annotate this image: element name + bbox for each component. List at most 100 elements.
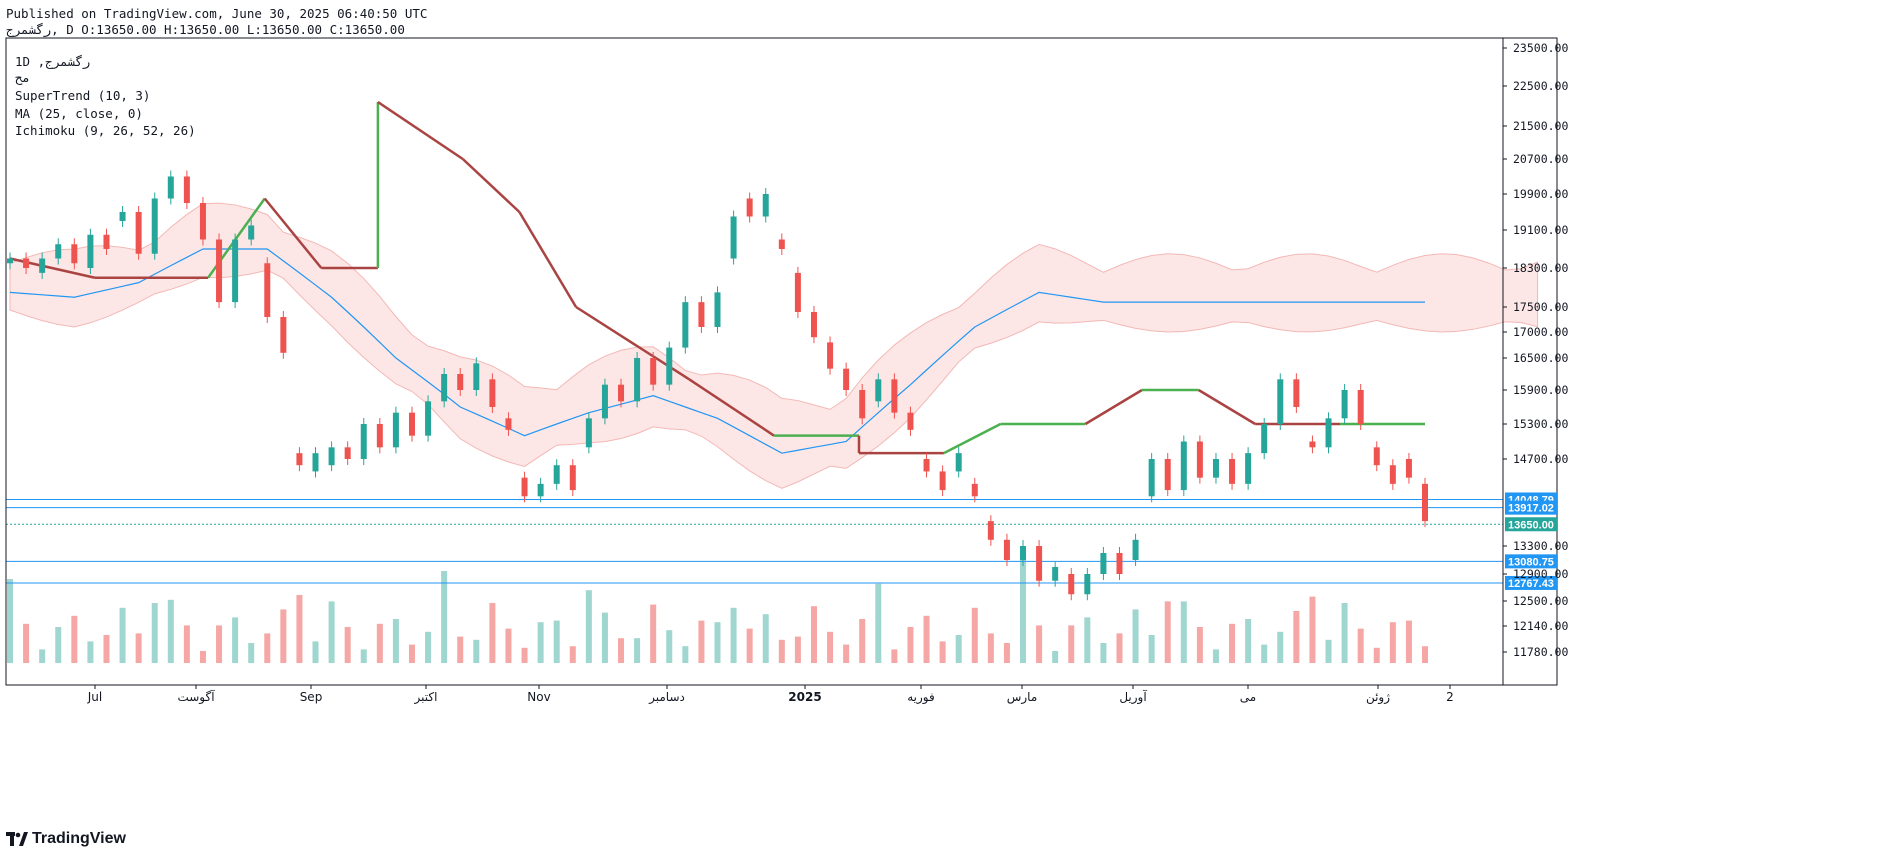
price-tick-label: 12140.00 [1513, 619, 1568, 633]
volume-bar [1309, 596, 1316, 663]
volume-bar [1389, 622, 1396, 663]
level-label-bg [1505, 554, 1557, 569]
price-tick-label: 19100.00 [1513, 223, 1568, 237]
candle-body [859, 390, 866, 419]
volume-bar [376, 623, 383, 663]
price-tick-label: 19900.00 [1513, 187, 1568, 201]
candle-body [376, 424, 383, 448]
candle-body [1036, 546, 1043, 581]
candle-body [1373, 447, 1380, 466]
candle-body [183, 176, 190, 203]
time-tick-label: می [1240, 690, 1256, 704]
volume-bar [955, 635, 962, 663]
volume-bar [408, 644, 415, 663]
candle-body [585, 418, 592, 448]
candle-body [1261, 424, 1268, 454]
time-tick-label: Sep [300, 690, 323, 704]
candle-body [473, 363, 480, 390]
candle-body [601, 384, 608, 419]
level-label: 12767.43 [1508, 578, 1554, 590]
time-tick-label: اکتبر [414, 690, 438, 705]
supertrend-segment [688, 378, 775, 437]
price-tick-label: 22500.00 [1513, 79, 1568, 93]
candle-body [714, 292, 721, 327]
tradingview-logo[interactable]: TradingView [6, 830, 126, 848]
volume-bar [296, 595, 303, 663]
candle-body [762, 194, 769, 217]
time-tick-label: 2 [1446, 690, 1454, 704]
time-tick-label: ژوئن [1366, 690, 1390, 705]
candle-body [843, 368, 850, 390]
price-tick-label: 23500.00 [1513, 41, 1568, 55]
volume-bar [730, 607, 737, 663]
candle-body [827, 342, 834, 369]
volume-bar [87, 641, 94, 663]
legend-ma[interactable]: MA (25, close, 0) [15, 106, 143, 121]
volume-bar [167, 599, 174, 663]
legend-exchange: مح [15, 70, 31, 85]
volume-bar [521, 647, 528, 663]
candle-body [698, 302, 705, 327]
volume-bar [1422, 646, 1428, 663]
supertrend-segment [1084, 388, 1143, 426]
price-axis: 14048.7913917.0213080.7512767.4313650.00… [1503, 41, 1568, 659]
candle-body [103, 234, 110, 249]
volume-bar [23, 623, 30, 663]
volume-bar [248, 643, 255, 663]
last-price-label-bg [1505, 517, 1557, 532]
volume-bar [55, 627, 62, 663]
candle-body [39, 258, 46, 273]
candle-body [1245, 453, 1252, 484]
volume-bar [698, 620, 705, 663]
volume-bar [1261, 644, 1268, 663]
volume-bar [392, 619, 399, 663]
candle-body [1003, 539, 1010, 560]
candle-body [650, 358, 657, 385]
volume-bar [746, 628, 753, 663]
candle-body [441, 374, 448, 402]
price-tick-label: 12500.00 [1513, 594, 1568, 608]
volume-bar [505, 628, 512, 663]
volume-bar [103, 635, 110, 663]
level-label: 13080.75 [1508, 556, 1554, 568]
candle-body [216, 239, 223, 303]
candle-body [71, 244, 78, 264]
volume-bar [1084, 617, 1091, 663]
price-tick-label: 17500.00 [1513, 300, 1568, 314]
volume-bar [810, 606, 817, 663]
candle-body [778, 239, 785, 249]
candle-body [1405, 459, 1412, 478]
volume-bar [650, 604, 657, 663]
price-tick-label: 17000.00 [1513, 325, 1568, 339]
volume-bar [1357, 628, 1364, 663]
candle-body [312, 453, 319, 472]
price-tick-label: 21500.00 [1513, 119, 1568, 133]
candle-body [296, 453, 303, 466]
volume-bar [151, 603, 158, 663]
ichimoku-cloud [9, 202, 1539, 489]
volume-bar [232, 617, 239, 663]
time-axis: Jul آگوست Sep اکتبر Nov دسامبر 2025 فوریه مارس آو… [87, 685, 1454, 705]
supertrend-segment [461, 158, 521, 213]
candle-body [730, 216, 737, 259]
candle-body [1196, 441, 1203, 478]
candle-body [1389, 465, 1396, 484]
supertrend-segment [263, 197, 323, 269]
time-tick-label: دسامبر [648, 690, 685, 705]
supertrend-segment [943, 422, 1002, 455]
time-tick-label: آگوست [177, 689, 215, 705]
volume-bar [1245, 619, 1252, 663]
volume-bar [682, 646, 689, 663]
legend-supertrend[interactable]: SuperTrend (10, 3) [15, 88, 151, 103]
price-tick-label: 15900.00 [1513, 383, 1568, 397]
volume-bar [119, 607, 126, 663]
candle-body [1229, 459, 1236, 484]
volume-bar [1293, 611, 1300, 663]
volume-bar [1277, 631, 1284, 663]
ichimoku-cloud-area [9, 202, 1539, 489]
legend-ichimoku[interactable]: Ichimoku (9, 26, 52, 26) [15, 123, 196, 138]
volume-bar [987, 633, 994, 663]
volume-bar [907, 627, 914, 663]
volume-bar [794, 636, 801, 663]
